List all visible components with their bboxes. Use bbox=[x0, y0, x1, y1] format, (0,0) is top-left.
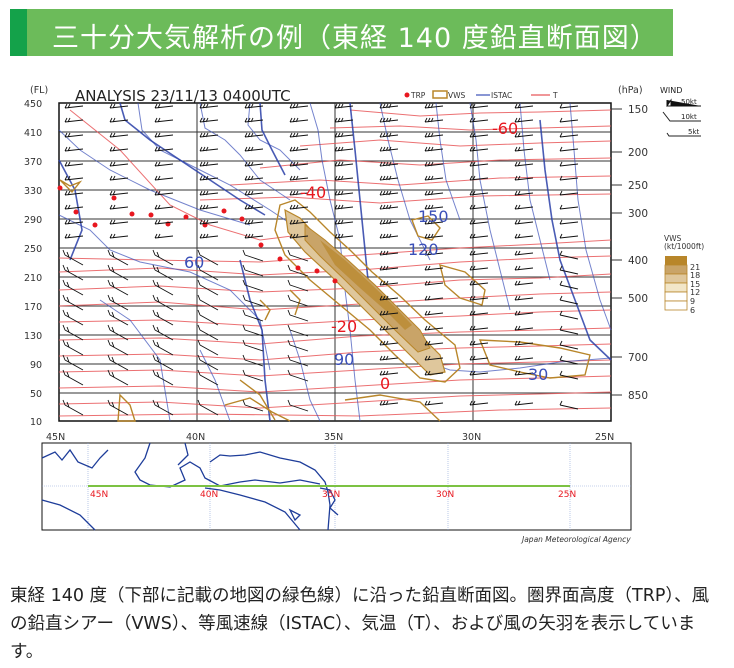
svg-text:200: 200 bbox=[628, 147, 648, 159]
svg-text:400: 400 bbox=[628, 255, 648, 267]
svg-text:450: 450 bbox=[24, 99, 42, 110]
plot-area: -60 -40 -20 0 150 120 90 60 30 bbox=[57, 102, 612, 422]
svg-text:90: 90 bbox=[30, 360, 42, 371]
fl-axis-label: (FL) bbox=[30, 85, 48, 96]
barb-10kt-icon bbox=[662, 111, 701, 122]
svg-text:410: 410 bbox=[24, 128, 42, 139]
chart-legend: TRP VWS ISTAC T bbox=[404, 90, 558, 100]
agency-credit: Japan Meteorological Agency bbox=[520, 535, 631, 544]
svg-text:30N: 30N bbox=[462, 432, 481, 443]
trp-legend-label: TRP bbox=[410, 91, 426, 100]
svg-text:850: 850 bbox=[628, 390, 648, 402]
svg-text:21: 21 bbox=[690, 263, 700, 272]
svg-text:50: 50 bbox=[30, 389, 42, 400]
contour-labels: -60 -40 -20 0 150 120 90 60 30 bbox=[184, 119, 548, 393]
istac-label-150: 150 bbox=[418, 207, 449, 226]
vws-contours bbox=[59, 179, 591, 422]
istac-label-120: 120 bbox=[408, 240, 439, 259]
latitude-axis-ticks: 45N 40N 35N 30N 25N bbox=[46, 432, 614, 443]
svg-text:45N: 45N bbox=[46, 432, 65, 443]
svg-text:40N: 40N bbox=[200, 490, 218, 500]
svg-text:10: 10 bbox=[30, 417, 42, 428]
fl-axis-ticks: 450 410 370 330 290 250 210 170 130 90 5… bbox=[24, 99, 42, 428]
figure-caption: 東経 140 度（下部に記載の地図の緑色線）に沿った鉛直断面図。圏界面高度（TR… bbox=[10, 586, 710, 662]
svg-text:130: 130 bbox=[24, 331, 42, 342]
vws-scale-title: VWS bbox=[664, 234, 682, 243]
temp-label-0: 0 bbox=[380, 374, 390, 393]
svg-text:370: 370 bbox=[24, 157, 42, 168]
istac-label-90: 90 bbox=[334, 350, 354, 369]
temp-label-minus40: -40 bbox=[300, 183, 326, 202]
vws-scale-unit: (kt/1000ft) bbox=[664, 242, 704, 251]
trp-legend-icon bbox=[404, 92, 410, 98]
svg-text:170: 170 bbox=[24, 302, 42, 313]
svg-text:25N: 25N bbox=[595, 432, 614, 443]
location-map: 45N 40N 35N 30N 25N Japan Meteorological… bbox=[41, 442, 632, 544]
svg-text:15: 15 bbox=[690, 280, 700, 289]
hpa-axis-label: (hPa) bbox=[618, 85, 643, 96]
vws-legend-label: VWS bbox=[448, 91, 466, 100]
svg-text:330: 330 bbox=[24, 186, 42, 197]
svg-text:45N: 45N bbox=[90, 490, 108, 500]
title-banner: 三十分大気解析の例（東経 140 度鉛直断面図） bbox=[10, 9, 673, 56]
temperature-contours bbox=[58, 109, 612, 417]
title-accent-stripe bbox=[10, 9, 27, 56]
wind-legend-10kt: 10kt bbox=[681, 113, 697, 121]
chart-title: ANALYSIS 23/11/13 0400UTC bbox=[75, 87, 291, 105]
svg-text:35N: 35N bbox=[322, 490, 340, 500]
svg-text:18: 18 bbox=[690, 271, 700, 280]
vws-scale: VWS (kt/1000ft) 21 18 15 12 9 6 bbox=[664, 234, 704, 315]
svg-text:12: 12 bbox=[690, 288, 700, 297]
svg-text:6: 6 bbox=[690, 306, 695, 315]
vws-legend-icon bbox=[432, 90, 448, 99]
svg-text:35N: 35N bbox=[324, 432, 343, 443]
svg-text:300: 300 bbox=[628, 208, 648, 220]
barb-5kt-icon bbox=[666, 132, 701, 137]
wind-legend-title: WIND bbox=[660, 86, 682, 95]
svg-text:700: 700 bbox=[628, 352, 648, 364]
cross-section-figure: ANALYSIS 23/11/13 0400UTC (FL) (hPa) TRP… bbox=[0, 70, 734, 560]
wind-legend: WIND 50kt 10kt 5kt bbox=[660, 86, 701, 137]
svg-text:25N: 25N bbox=[558, 490, 576, 500]
svg-text:210: 210 bbox=[24, 273, 42, 284]
wind-legend-5kt: 5kt bbox=[688, 128, 700, 136]
tropopause-points bbox=[57, 185, 338, 284]
svg-text:40N: 40N bbox=[186, 432, 205, 443]
svg-text:250: 250 bbox=[24, 244, 42, 255]
svg-text:150: 150 bbox=[628, 104, 648, 116]
barb-50kt-icon bbox=[666, 98, 701, 107]
svg-text:9: 9 bbox=[690, 297, 695, 306]
wind-legend-50kt: 50kt bbox=[681, 98, 697, 106]
svg-text:250: 250 bbox=[628, 180, 648, 192]
t-legend-label: T bbox=[552, 91, 558, 100]
svg-text:500: 500 bbox=[628, 293, 648, 305]
wind-barbs bbox=[62, 103, 579, 416]
svg-text:30N: 30N bbox=[436, 490, 454, 500]
coastline bbox=[41, 442, 339, 531]
svg-text:290: 290 bbox=[24, 215, 42, 226]
temp-label-minus60: -60 bbox=[492, 119, 518, 138]
temp-label-minus20: -20 bbox=[331, 317, 357, 336]
istac-label-60: 60 bbox=[184, 253, 204, 272]
hpa-axis-ticks: 150 200 250 300 400 500 700 850 bbox=[611, 104, 648, 402]
page-title: 三十分大気解析の例（東経 140 度鉛直断面図） bbox=[52, 23, 658, 54]
istac-label-30: 30 bbox=[528, 365, 548, 384]
istac-legend-label: ISTAC bbox=[491, 91, 512, 100]
